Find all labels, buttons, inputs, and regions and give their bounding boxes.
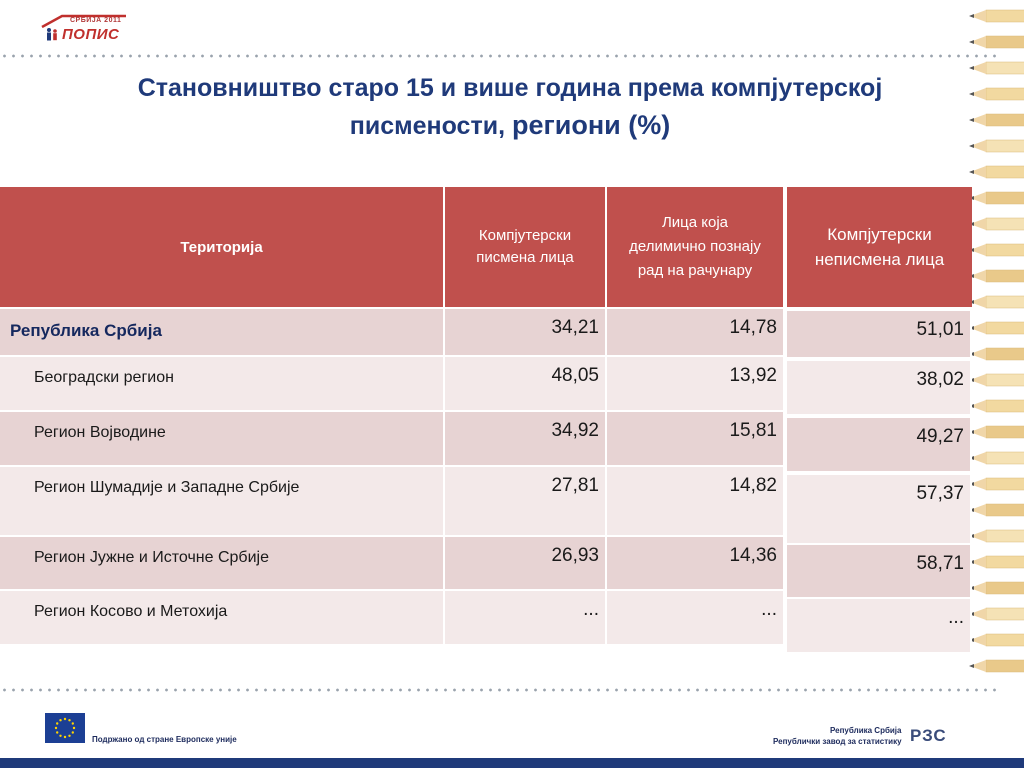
pencil-shape [969,243,1024,257]
cell-illiterate: ... [787,597,972,652]
star-icon [56,731,59,734]
cell-illiterate: 49,27 [787,416,972,471]
pencil-shape [969,659,1024,673]
title-line-2b: региони (%) [511,110,671,140]
page-title: Становништво старо 15 и више година прем… [40,70,980,145]
census-logo: СРБИЈА 2011 ПОПИС [40,14,130,46]
cell-literate: ... [445,589,607,644]
title-line-2: писмености, региони (%) [40,107,980,145]
eu-support-text: Подржано од стране Европске уније [92,735,237,744]
cell-illiterate: 38,02 [787,359,972,414]
title-line-1: Становништво старо 15 и више година прем… [137,74,883,102]
rzs-institute: Републички завод за статистику [773,737,902,746]
row-label: Београдски регион [0,355,445,410]
cell-illiterate: 51,01 [787,309,972,357]
pencil-shape [969,633,1024,647]
row-label: Регион Шумадије и Западне Србије [0,465,445,535]
header-illiterate: Компјутерски неписмена лица [787,187,972,307]
star-icon [56,722,59,725]
logo-word: ПОПИС [62,26,120,43]
pencil-shape [969,555,1024,569]
star-icon [59,734,62,737]
pencil-shape [969,425,1024,439]
pencil-shape [969,581,1024,595]
star-icon [63,717,67,721]
cell-illiterate: 58,71 [787,543,972,597]
cell-literate: 34,21 [445,307,607,355]
star-icon [71,722,74,725]
pencil-shape [969,165,1024,179]
pencil-shape [969,451,1024,465]
pencil-shape [969,347,1024,361]
pencil-shape [969,9,1024,23]
header-territory: Територија [0,187,445,307]
pencils-decoration [969,9,1024,673]
pencil-shape [969,217,1024,231]
header-partial: Лица која делимично познају рад на рачун… [607,187,785,307]
cell-illiterate: 57,37 [787,473,972,543]
cell-literate: 27,81 [445,465,607,535]
star-icon [68,719,71,722]
pencil-shape [969,477,1024,491]
pencil-shape [969,503,1024,517]
header-literate: Компјутерски писмена лица [445,187,607,307]
pencil-shape [969,399,1024,413]
rzs-republic: Република Србија [830,726,902,735]
cell-literate: 34,92 [445,410,607,465]
cell-partial: 15,81 [607,410,785,465]
cell-literate: 26,93 [445,535,607,589]
star-icon [59,719,62,722]
pencil-shape [969,529,1024,543]
pencil-shape [969,321,1024,335]
cell-partial: 13,92 [607,355,785,410]
star-icon [71,731,74,734]
pencil-shape [969,139,1024,153]
row-label: Регион Јужне и Источне Србије [0,535,445,589]
pencil-shape [969,87,1024,101]
eu-stars-icon [54,717,76,739]
row-label: Република Србија [0,307,445,355]
star-icon [72,726,76,730]
rzs-logo: РЗС [910,726,947,745]
pencil-shape [969,113,1024,127]
pencil-shape [969,269,1024,283]
star-icon [68,734,71,737]
cell-partial: 14,36 [607,535,785,589]
pencil-shape [969,373,1024,387]
pencil-shape [969,295,1024,309]
pencil-shape [969,61,1024,75]
house-roof-icon [41,14,126,28]
bottom-bar [0,758,1024,768]
logo-year: СРБИЈА 2011 [70,17,122,24]
cell-partial: 14,82 [607,465,785,535]
title-line-2a: писмености, [349,112,512,140]
people-icon [47,28,57,41]
bottom-dotted-line [0,688,1000,692]
star-icon [54,726,58,730]
cell-partial: ... [607,589,785,644]
row-label: Регион Косово и Метохија [0,589,445,644]
star-icon [63,735,67,739]
pencil-shape [969,35,1024,49]
cell-literate: 48,05 [445,355,607,410]
cell-partial: 14,78 [607,307,785,355]
pencil-shape [969,607,1024,621]
top-dotted-line [0,54,1000,58]
row-label: Регион Војводине [0,410,445,465]
eu-flag-icon [45,713,85,743]
pencil-shape [969,191,1024,205]
